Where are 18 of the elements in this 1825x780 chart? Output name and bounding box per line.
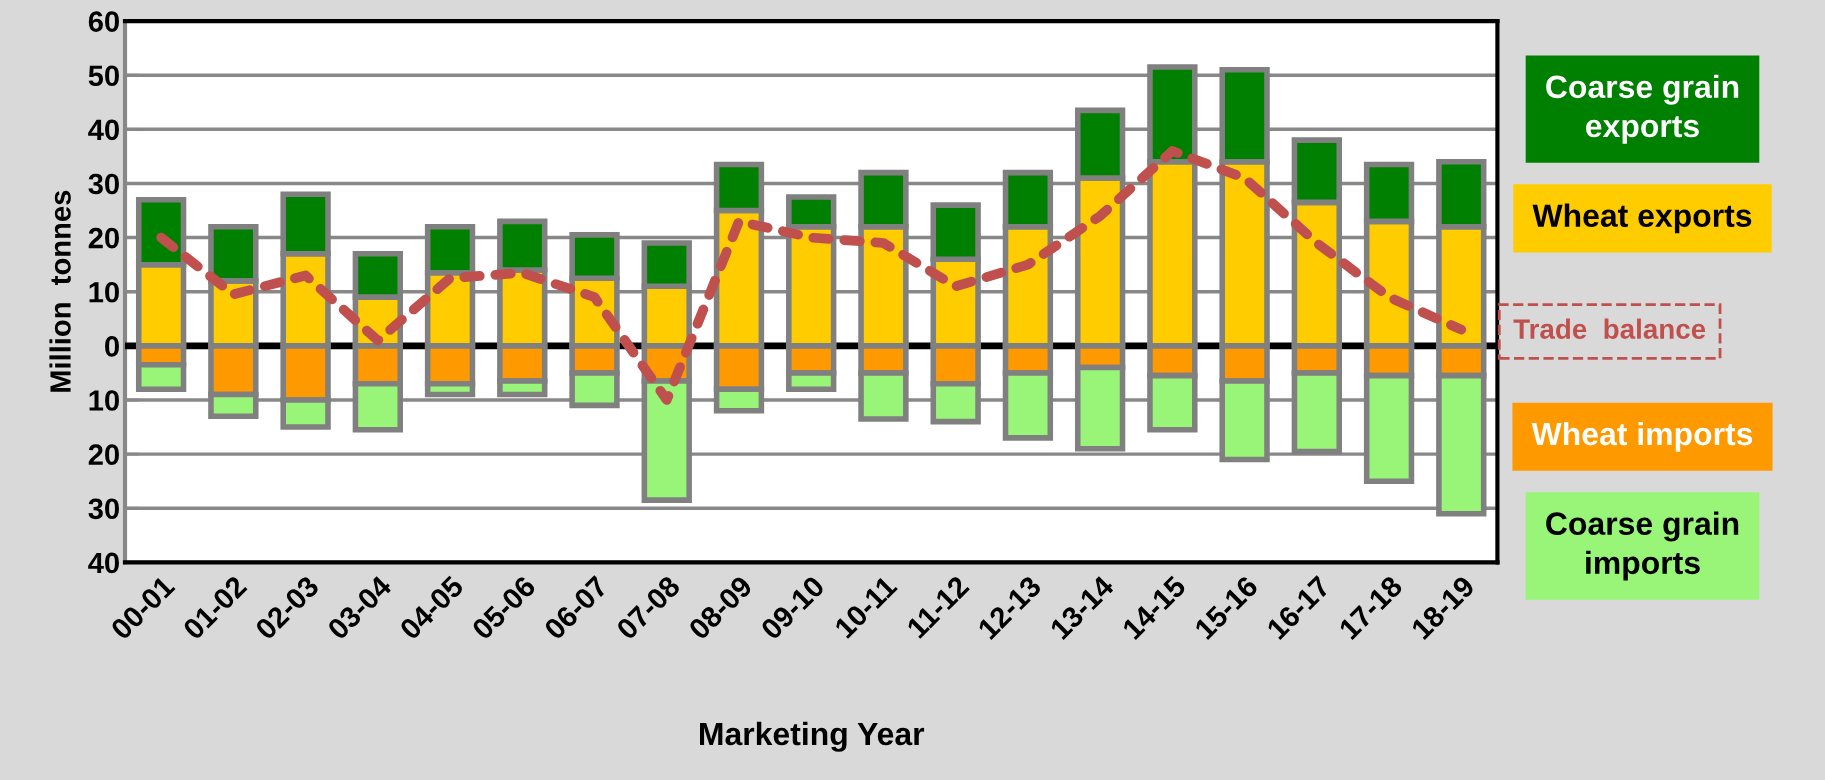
y-tick-label: 20 [88,227,119,249]
y-tick-label: 10 [89,281,119,303]
series-label: Trade balance [1513,318,1706,339]
y-tick-label: 0 [105,336,119,357]
series-label: Wheat exports [1532,203,1752,234]
y-axis-title: Million tonnes [49,190,71,392]
text: Coarse grain exports [1546,74,1739,144]
y-tick-label: 30 [88,173,119,195]
text: Wheat imports [1531,421,1753,452]
y-tick-label: 30 [88,498,119,520]
y-tick-label: 10 [89,390,119,411]
y-tick-label: 20 [88,444,119,465]
y-tick-label: 60 [88,11,119,32]
y-tick-label: 50 [88,65,119,87]
y-tick-label: 40 [88,119,119,141]
y-tick-label: 40 [88,552,119,574]
x-axis-title: Marketing Year [700,721,925,752]
series-label: Coarse grain imports [1546,511,1739,581]
